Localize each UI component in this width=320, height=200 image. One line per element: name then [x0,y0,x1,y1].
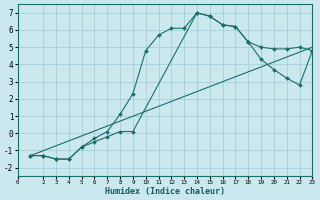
X-axis label: Humidex (Indice chaleur): Humidex (Indice chaleur) [105,187,225,196]
